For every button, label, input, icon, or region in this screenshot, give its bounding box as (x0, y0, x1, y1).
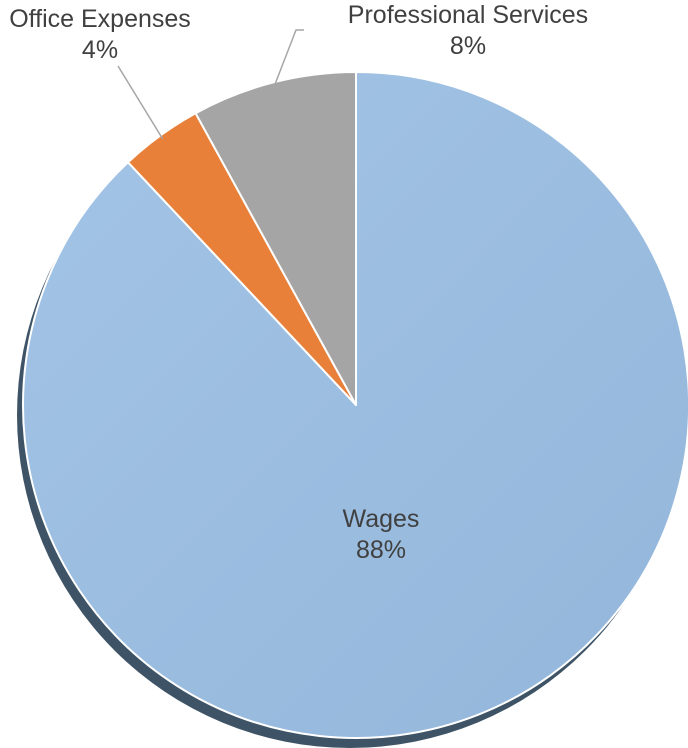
slice-professional-services (194, 71, 357, 406)
label-professional-services-percent: 8% (450, 32, 486, 60)
leader-line-office-expenses (117, 65, 164, 140)
label-office-expenses-name: Office Expenses (9, 5, 191, 33)
label-professional-services: Professional Services 8% (348, 1, 588, 60)
label-wages-name: Wages (343, 505, 420, 533)
label-wages: Wages 88% (343, 505, 420, 564)
leader-line-professional-services (273, 29, 304, 87)
label-office-expenses: Office Expenses 4% (9, 5, 191, 64)
label-wages-percent: 88% (356, 536, 406, 564)
labels-layer: Wages 88% Office Expenses 4% Professional Se… (9, 1, 588, 564)
label-professional-services-name: Professional Services (348, 1, 588, 29)
label-office-expenses-percent: 4% (82, 36, 118, 64)
slices-layer (17, 71, 688, 748)
